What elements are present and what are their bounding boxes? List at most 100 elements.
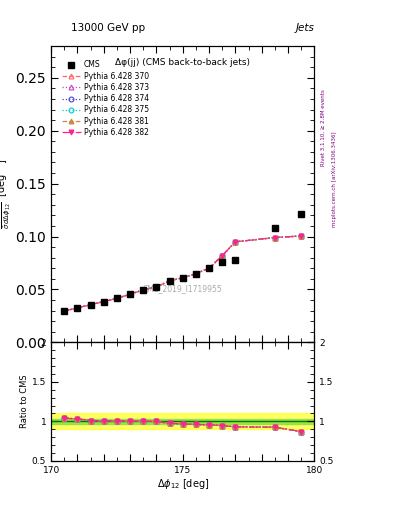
CMS (62, 308, 67, 314)
Y-axis label: Ratio to CMS: Ratio to CMS (20, 375, 29, 429)
Pythia 6.428 373 (233, 239, 238, 245)
Pythia 6.428 381 (273, 234, 277, 241)
CMS (75, 305, 80, 311)
CMS (88, 302, 93, 308)
Pythia 6.428 370 (233, 239, 238, 245)
Pythia 6.428 375 (167, 278, 172, 284)
Pythia 6.428 381 (299, 233, 303, 239)
Pythia 6.428 375 (233, 239, 238, 245)
Pythia 6.428 375 (114, 295, 119, 302)
Pythia 6.428 374 (128, 291, 132, 297)
Pythia 6.428 374 (167, 278, 172, 284)
Pythia 6.428 374 (114, 295, 119, 302)
Pythia 6.428 375 (154, 284, 159, 290)
Pythia 6.428 375 (88, 302, 93, 308)
Pythia 6.428 374 (193, 270, 198, 276)
Pythia 6.428 381 (154, 284, 159, 290)
Pythia 6.428 370 (101, 298, 106, 305)
CMS (114, 295, 119, 302)
Pythia 6.428 373 (62, 308, 67, 314)
Pythia 6.428 373 (141, 287, 145, 293)
Pythia 6.428 375 (220, 252, 225, 259)
Pythia 6.428 375 (101, 298, 106, 305)
Pythia 6.428 373 (101, 298, 106, 305)
Line: Pythia 6.428 373: Pythia 6.428 373 (62, 233, 304, 313)
X-axis label: $\Delta\phi_{12}$ [deg]: $\Delta\phi_{12}$ [deg] (156, 477, 209, 492)
Legend: CMS, Pythia 6.428 370, Pythia 6.428 373, Pythia 6.428 374, Pythia 6.428 375, Pyt: CMS, Pythia 6.428 370, Pythia 6.428 373,… (60, 59, 151, 139)
Text: CMS_2019_I1719955: CMS_2019_I1719955 (143, 285, 222, 293)
Pythia 6.428 375 (207, 265, 211, 271)
Pythia 6.428 370 (299, 233, 303, 239)
Pythia 6.428 373 (167, 278, 172, 284)
Pythia 6.428 370 (128, 291, 132, 297)
Pythia 6.428 381 (62, 308, 67, 314)
Pythia 6.428 373 (88, 302, 93, 308)
Pythia 6.428 373 (114, 295, 119, 302)
CMS (180, 275, 185, 281)
Line: Pythia 6.428 381: Pythia 6.428 381 (62, 233, 304, 313)
Pythia 6.428 382 (75, 305, 80, 311)
CMS (220, 260, 225, 266)
Pythia 6.428 374 (220, 252, 225, 259)
Pythia 6.428 373 (220, 252, 225, 259)
Pythia 6.428 382 (193, 270, 198, 276)
Pythia 6.428 374 (273, 234, 277, 241)
Pythia 6.428 370 (114, 295, 119, 302)
Pythia 6.428 382 (220, 252, 225, 259)
CMS (233, 257, 238, 263)
CMS (273, 224, 277, 230)
Text: Jets: Jets (296, 23, 314, 33)
Pythia 6.428 374 (101, 298, 106, 305)
CMS (207, 265, 211, 271)
Pythia 6.428 381 (220, 252, 225, 259)
Pythia 6.428 382 (62, 308, 67, 314)
Pythia 6.428 370 (180, 275, 185, 281)
Pythia 6.428 374 (299, 233, 303, 239)
Pythia 6.428 373 (207, 265, 211, 271)
Pythia 6.428 370 (193, 270, 198, 276)
Pythia 6.428 374 (154, 284, 159, 290)
Pythia 6.428 370 (273, 234, 277, 241)
Pythia 6.428 370 (75, 305, 80, 311)
Pythia 6.428 375 (299, 233, 303, 239)
CMS (128, 291, 132, 297)
Pythia 6.428 382 (180, 275, 185, 281)
Pythia 6.428 381 (88, 302, 93, 308)
CMS (154, 284, 159, 290)
Pythia 6.428 370 (220, 252, 225, 259)
CMS (193, 270, 198, 276)
Pythia 6.428 373 (154, 284, 159, 290)
Pythia 6.428 382 (101, 298, 106, 305)
CMS (141, 287, 145, 293)
Pythia 6.428 370 (207, 265, 211, 271)
Line: Pythia 6.428 375: Pythia 6.428 375 (62, 233, 304, 313)
Bar (51, 418, 314, 424)
Line: CMS: CMS (61, 211, 304, 314)
Line: Pythia 6.428 370: Pythia 6.428 370 (62, 233, 304, 313)
Pythia 6.428 374 (233, 239, 238, 245)
CMS (167, 278, 172, 284)
Text: 13000 GeV pp: 13000 GeV pp (71, 23, 145, 33)
Pythia 6.428 382 (154, 284, 159, 290)
Pythia 6.428 382 (207, 265, 211, 271)
Pythia 6.428 375 (273, 234, 277, 241)
Pythia 6.428 381 (128, 291, 132, 297)
Pythia 6.428 373 (128, 291, 132, 297)
Pythia 6.428 381 (207, 265, 211, 271)
Pythia 6.428 374 (180, 275, 185, 281)
Pythia 6.428 375 (141, 287, 145, 293)
Line: Pythia 6.428 382: Pythia 6.428 382 (62, 233, 304, 313)
Pythia 6.428 373 (273, 234, 277, 241)
Bar (51, 413, 314, 429)
Pythia 6.428 382 (273, 234, 277, 241)
Pythia 6.428 381 (101, 298, 106, 305)
Pythia 6.428 370 (141, 287, 145, 293)
Pythia 6.428 375 (180, 275, 185, 281)
Pythia 6.428 381 (75, 305, 80, 311)
Pythia 6.428 374 (207, 265, 211, 271)
Pythia 6.428 382 (167, 278, 172, 284)
Pythia 6.428 382 (88, 302, 93, 308)
CMS (299, 211, 303, 218)
Y-axis label: $\frac{1}{\bar{\sigma}}\frac{d\sigma}{d\Delta\phi_{12}}$  [deg$^{-1}$]: $\frac{1}{\bar{\sigma}}\frac{d\sigma}{d\… (0, 159, 13, 229)
Pythia 6.428 382 (141, 287, 145, 293)
